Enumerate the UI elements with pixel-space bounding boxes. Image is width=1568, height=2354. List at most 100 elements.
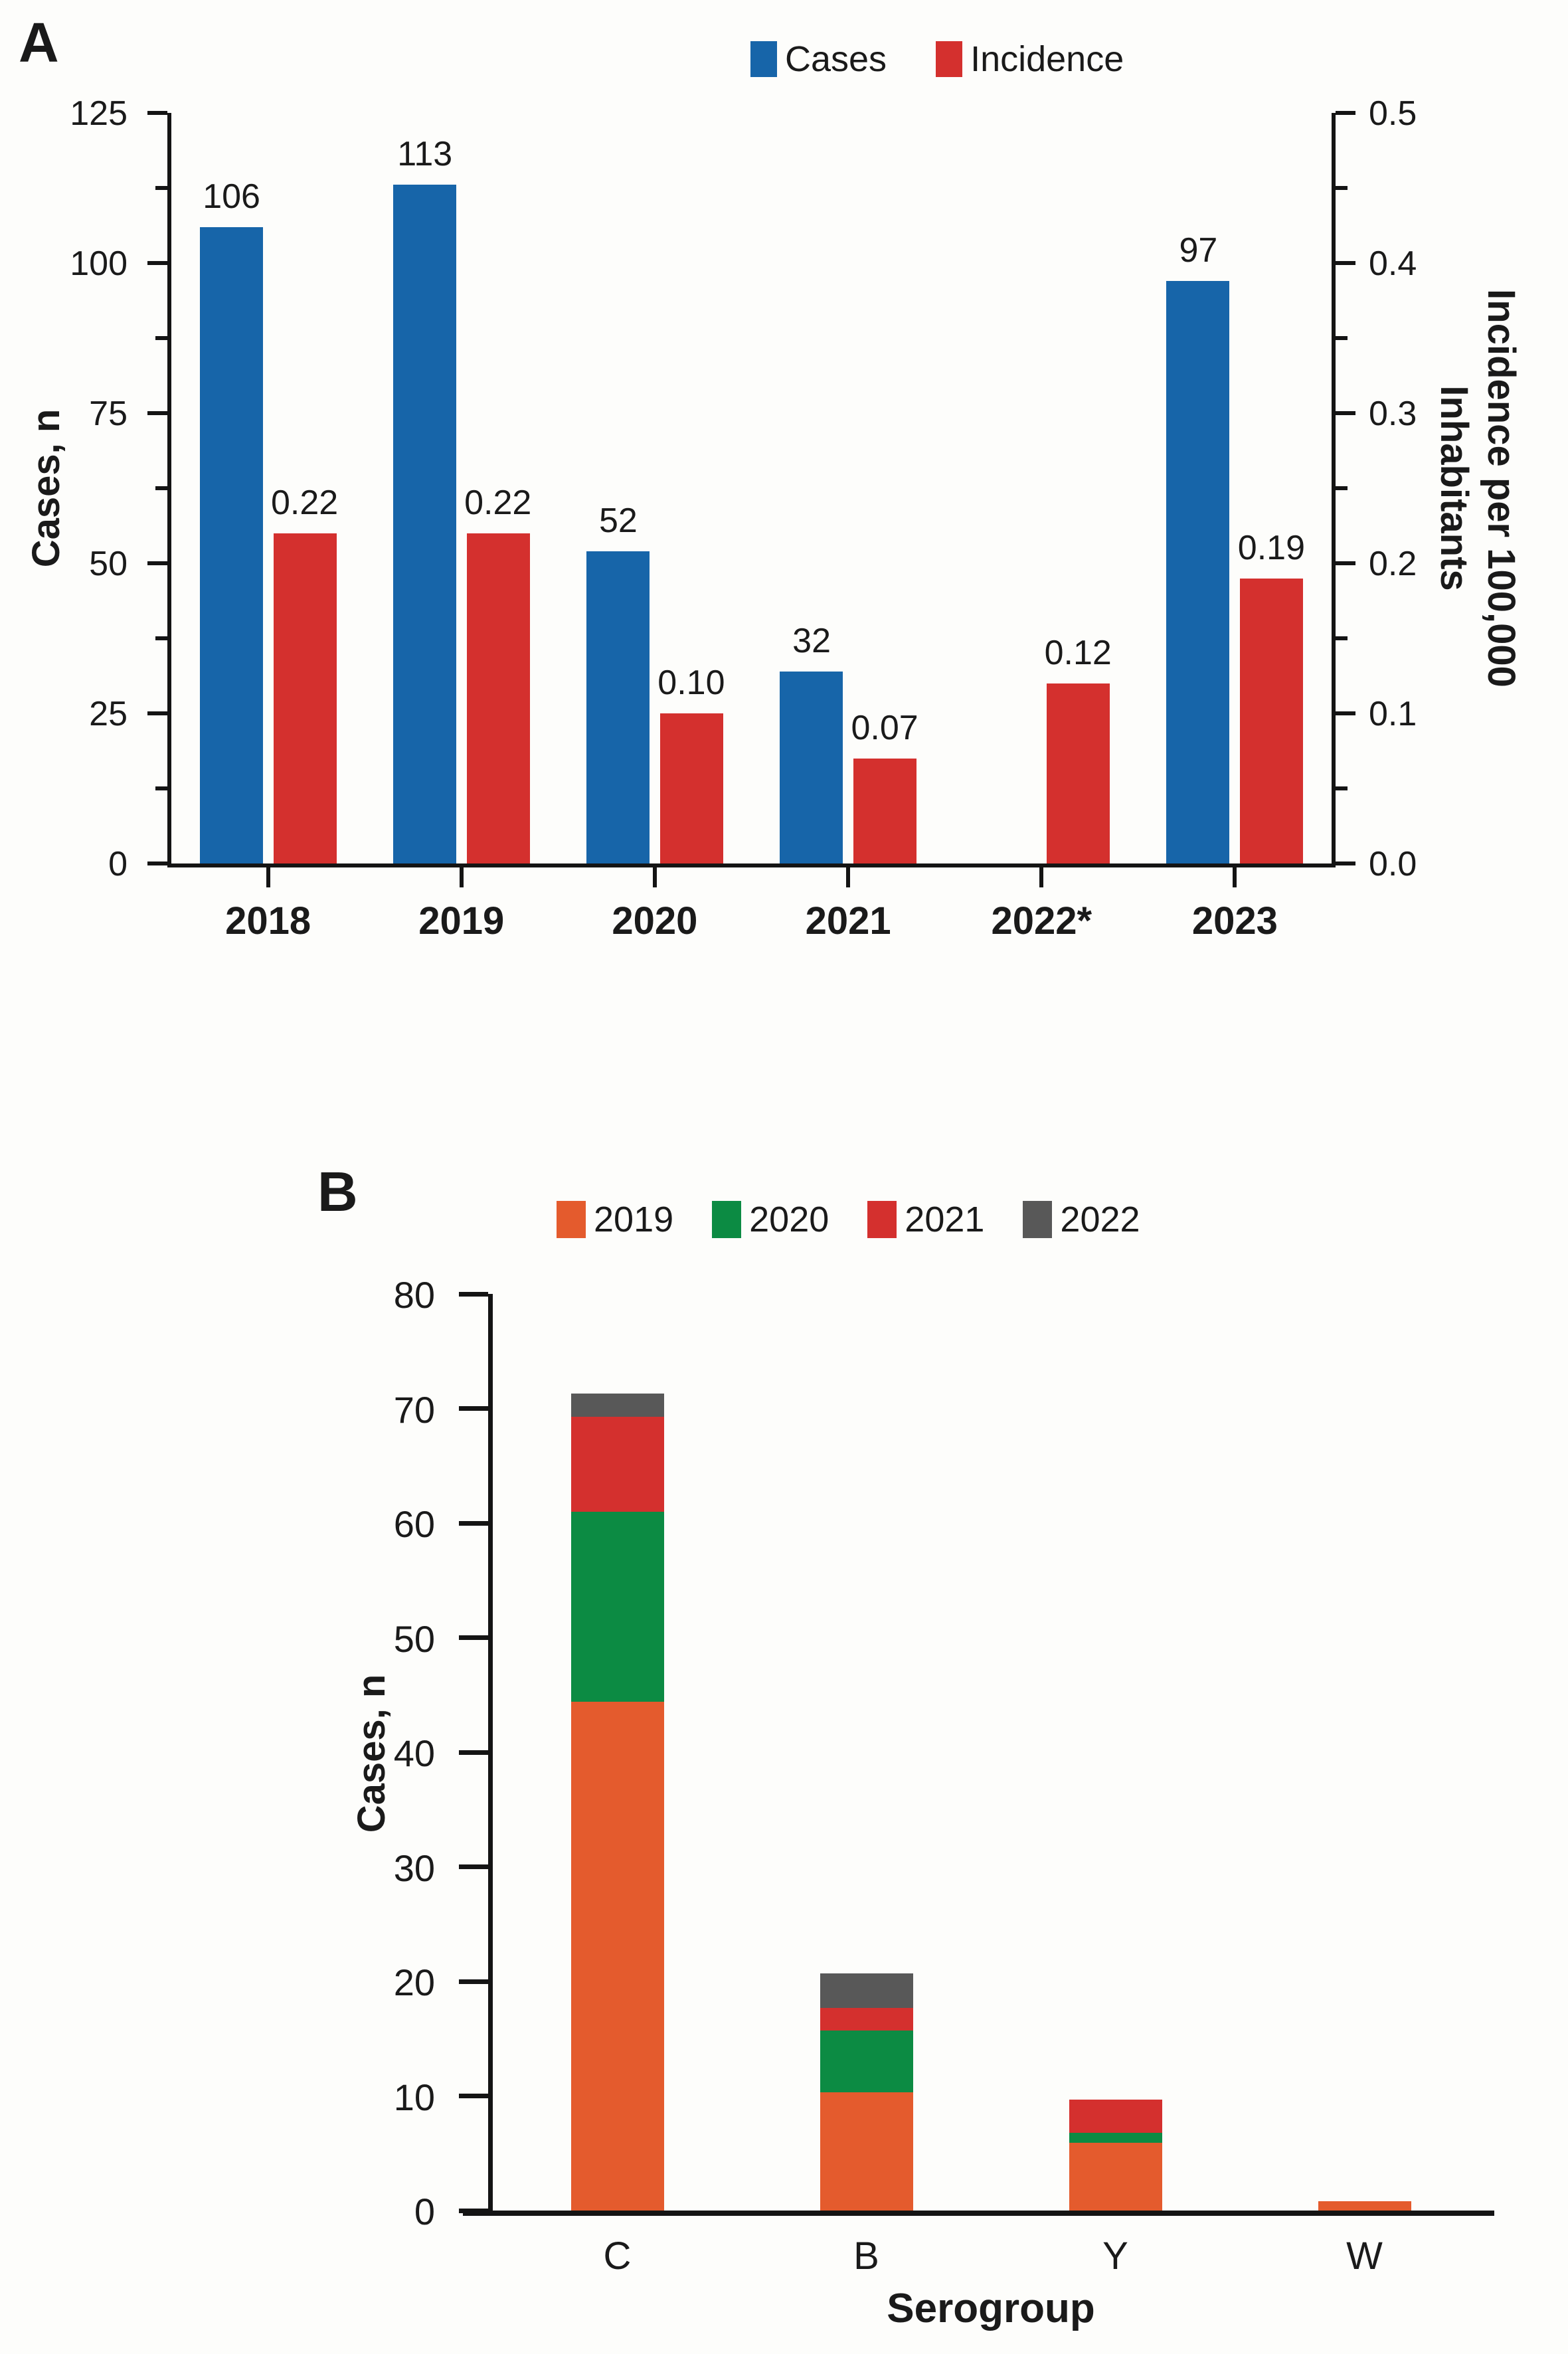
b-x-axis-line xyxy=(463,2211,1494,2216)
right-axis-line xyxy=(1332,113,1336,867)
b-x-axis-label-W: W xyxy=(1346,2234,1383,2278)
legend-item-2022: 2022 xyxy=(1023,1201,1140,1238)
bar-incidence-label-2022*: 0.12 xyxy=(1044,633,1112,672)
x-axis-tick-2022* xyxy=(1039,867,1044,887)
left-axis-tick-label-100: 100 xyxy=(70,244,128,283)
left-axis-tick-label-75: 75 xyxy=(89,395,128,433)
left-axis-line xyxy=(167,113,171,867)
b-y-axis-tick-label-0: 0 xyxy=(414,2191,435,2232)
panel-b-x-axis-title: Serogroup xyxy=(887,2286,1095,2331)
panel-a: A Cases Incidence Cases, n Incidence per … xyxy=(0,0,1568,1089)
left-axis-minor-tick xyxy=(155,336,167,340)
panel-b-letter: B xyxy=(317,1160,358,1223)
b-y-axis-tick-80 xyxy=(459,1291,488,1297)
legend-item-incidence: Incidence xyxy=(936,41,1124,77)
bar-incidence-2022* xyxy=(1047,683,1110,863)
right-axis-tick-0.4 xyxy=(1336,261,1355,265)
left-axis-tick-50 xyxy=(147,561,167,565)
right-axis-tick-label-0.5: 0.5 xyxy=(1369,94,1417,133)
legend-label-2022: 2022 xyxy=(1060,1200,1140,1239)
x-axis-tick-2020 xyxy=(652,867,657,887)
legend-swatch-incidence xyxy=(936,41,963,77)
b-x-axis-label-Y: Y xyxy=(1102,2234,1128,2278)
b-bar-B-2022 xyxy=(820,1973,913,2008)
bar-cases-label-2019: 113 xyxy=(397,135,453,174)
legend-swatch-2020 xyxy=(712,1201,742,1238)
b-bar-C-2019 xyxy=(570,1702,664,2211)
b-y-axis-tick-50 xyxy=(459,1635,488,1640)
right-axis-tick-label-0.1: 0.1 xyxy=(1369,695,1417,733)
b-y-axis-tick-40 xyxy=(459,1750,488,1755)
right-axis-minor-tick xyxy=(1336,186,1348,190)
right-axis-minor-tick xyxy=(1336,486,1348,490)
bar-incidence-2020 xyxy=(659,713,723,863)
b-bar-Y-2021 xyxy=(1069,2099,1162,2133)
right-axis-tick-0.0 xyxy=(1336,861,1355,865)
right-axis-tick-0.3 xyxy=(1336,411,1355,415)
left-axis-minor-tick xyxy=(155,486,167,490)
left-axis-tick-label-25: 25 xyxy=(89,695,128,733)
bar-cases-2018 xyxy=(199,226,263,863)
legend-label-cases: Cases xyxy=(785,39,887,79)
b-y-axis-tick-label-30: 30 xyxy=(393,1847,435,1889)
right-axis-tick-label-0.2: 0.2 xyxy=(1369,545,1417,583)
b-bar-C-2020 xyxy=(570,1511,664,1702)
b-bar-W-2019 xyxy=(1318,2201,1411,2211)
bar-incidence-2018 xyxy=(273,533,337,863)
left-axis-tick-label-0: 0 xyxy=(108,845,128,883)
right-axis-minor-tick xyxy=(1336,336,1348,340)
right-axis-tick-label-0.3: 0.3 xyxy=(1369,395,1417,433)
b-y-axis-tick-label-70: 70 xyxy=(393,1388,435,1431)
b-y-axis-tick-60 xyxy=(459,1520,488,1526)
bar-cases-label-2021: 32 xyxy=(792,621,831,660)
bar-cases-2021 xyxy=(780,671,843,863)
legend-label-2019: 2019 xyxy=(594,1200,674,1239)
bar-cases-label-2020: 52 xyxy=(598,501,638,540)
b-bar-B-2019 xyxy=(820,2092,913,2211)
legend-label-2020: 2020 xyxy=(749,1200,829,1239)
x-axis-label-2019: 2019 xyxy=(418,899,505,943)
x-axis-tick-2019 xyxy=(459,867,464,887)
left-axis-tick-125 xyxy=(147,111,167,115)
b-y-axis-tick-label-40: 40 xyxy=(393,1732,435,1774)
b-x-axis-label-C: C xyxy=(603,2234,632,2278)
b-y-axis-tick-label-60: 60 xyxy=(393,1503,435,1545)
x-axis-line xyxy=(167,863,1336,867)
b-y-axis-tick-70 xyxy=(459,1406,488,1411)
legend-swatch-2019 xyxy=(557,1201,586,1238)
b-bar-C-2021 xyxy=(570,1416,664,1512)
b-bar-B-2021 xyxy=(820,2007,913,2031)
legend-item-cases: Cases xyxy=(750,41,887,77)
x-axis-label-2020: 2020 xyxy=(612,899,698,943)
b-y-axis-tick-label-10: 10 xyxy=(393,2076,435,2118)
bar-cases-2023 xyxy=(1166,281,1230,863)
left-axis-minor-tick xyxy=(155,786,167,790)
bar-incidence-2021 xyxy=(853,758,917,863)
right-axis-tick-0.5 xyxy=(1336,111,1355,115)
panel-b-plot-area: 0 10 20 30 40 50 60 70 80 C B Y W xyxy=(0,1089,1568,2354)
left-axis-minor-tick xyxy=(155,186,167,190)
left-axis-tick-75 xyxy=(147,411,167,415)
right-axis-minor-tick xyxy=(1336,786,1348,790)
b-y-axis-tick-label-20: 20 xyxy=(393,1961,435,2003)
bar-incidence-label-2019: 0.22 xyxy=(464,483,532,522)
x-axis-label-2018: 2018 xyxy=(225,899,311,943)
panel-b-legend: 2019 2020 2021 2022 xyxy=(557,1201,1140,1238)
left-axis-tick-25 xyxy=(147,711,167,715)
legend-label-2021: 2021 xyxy=(905,1200,985,1239)
x-axis-label-2022*: 2022* xyxy=(991,899,1092,943)
bar-cases-2020 xyxy=(586,551,650,863)
x-axis-tick-2021 xyxy=(846,867,851,887)
bar-incidence-2023 xyxy=(1240,578,1304,863)
b-bar-B-2020 xyxy=(820,2031,913,2093)
legend-swatch-2022 xyxy=(1023,1201,1053,1238)
b-bar-Y-2020 xyxy=(1069,2132,1162,2143)
x-axis-tick-2018 xyxy=(266,867,270,887)
bar-incidence-label-2023: 0.19 xyxy=(1237,528,1306,567)
bar-incidence-label-2020: 0.10 xyxy=(657,664,725,702)
right-axis-tick-0.1 xyxy=(1336,711,1355,715)
b-y-axis-tick-20 xyxy=(459,1979,488,1984)
panel-a-plot-area: 0 25 50 75 100 125 0.0 0.1 0.2 0.3 0.4 0.5 2018 106 0.… xyxy=(0,0,1568,1089)
b-y-axis-tick-0 xyxy=(459,2208,488,2213)
